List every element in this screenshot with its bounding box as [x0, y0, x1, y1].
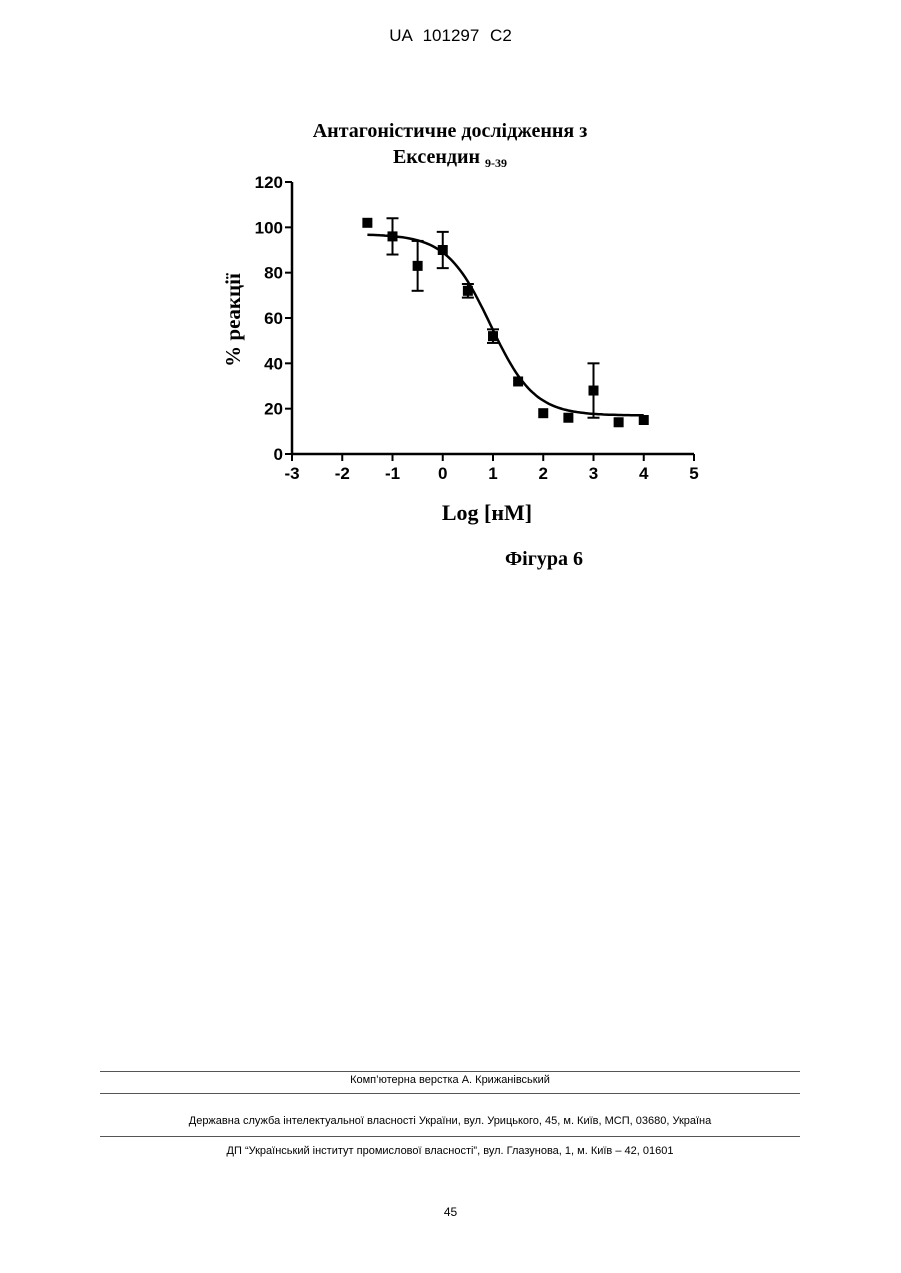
- y-tick-label: 120: [255, 173, 283, 192]
- data-point: [589, 386, 599, 396]
- y-tick-label: 80: [264, 264, 283, 283]
- x-tick-label: 1: [488, 464, 497, 483]
- axes: [292, 182, 694, 454]
- fit-curve-group: [367, 235, 643, 415]
- footer-rule-top: [100, 1071, 800, 1072]
- data-point: [538, 408, 548, 418]
- footer-typesetting: Комп’ютерна верстка А. Крижанівський: [100, 1074, 800, 1086]
- footer-rule-bottom: [100, 1136, 800, 1137]
- x-tick-label: 0: [438, 464, 447, 483]
- x-tick-label: 3: [589, 464, 598, 483]
- y-tick-label: 40: [264, 354, 283, 373]
- y-tick-label: 60: [264, 309, 283, 328]
- data-point-group: [362, 218, 648, 427]
- x-tick-label: 5: [689, 464, 698, 483]
- data-point: [488, 331, 498, 341]
- page-number: 45: [0, 1205, 901, 1219]
- footer-rule-middle: [100, 1093, 800, 1094]
- figure-caption: Фігура 6: [505, 548, 583, 571]
- x-tick-label: -2: [335, 464, 350, 483]
- data-point: [513, 376, 523, 386]
- tick-group: 0 20 40 60 80 100 120 -3 -2 -1 0 1 2 3 4 5: [255, 173, 699, 483]
- data-point: [413, 261, 423, 271]
- patent-header: UA 101297 C2: [0, 26, 901, 46]
- data-point: [639, 415, 649, 425]
- y-tick-label: 0: [274, 445, 283, 464]
- chart-title-line1: Антагоністичне дослідження з: [250, 118, 650, 144]
- x-tick-label: 4: [639, 464, 649, 483]
- y-axis-title: % реакції: [221, 273, 245, 367]
- data-point: [388, 231, 398, 241]
- data-point: [463, 286, 473, 296]
- data-point: [563, 413, 573, 423]
- y-tick-label: 20: [264, 400, 283, 419]
- x-tick-label: -3: [284, 464, 299, 483]
- x-axis-title: Log [нМ]: [442, 500, 532, 525]
- data-point: [438, 245, 448, 255]
- y-tick-label: 100: [255, 218, 283, 237]
- footer-institute: ДП “Український інститут промислової вла…: [100, 1145, 800, 1157]
- footer-office: Державна служба інтелектуальної власност…: [100, 1115, 800, 1127]
- x-tick-label: 2: [539, 464, 548, 483]
- data-point: [362, 218, 372, 228]
- x-tick-label: -1: [385, 464, 400, 483]
- dose-response-chart: 0 20 40 60 80 100 120 -3 -2 -1 0 1 2 3 4 5 % реакції Lo…: [200, 160, 720, 540]
- data-point: [614, 417, 624, 427]
- fit-curve: [367, 235, 643, 415]
